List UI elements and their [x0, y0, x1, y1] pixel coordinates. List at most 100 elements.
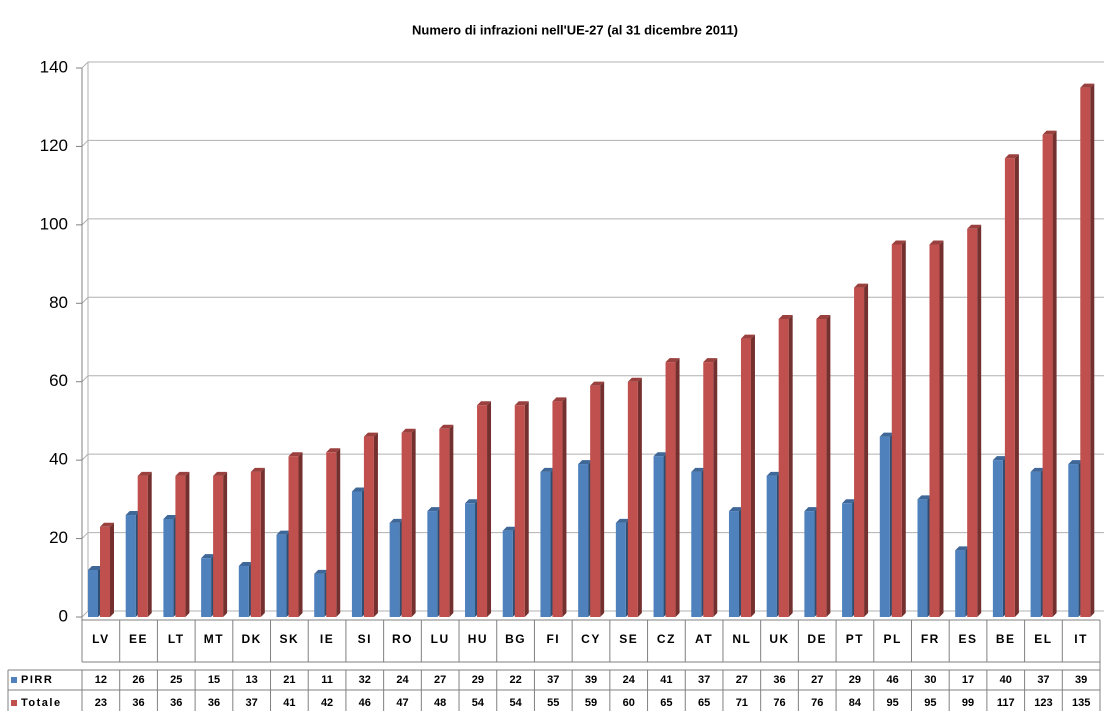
data-table-value: 47 — [396, 697, 408, 709]
bar — [465, 503, 476, 617]
y-tick-label: 140 — [40, 57, 68, 76]
bar — [502, 530, 513, 617]
bar — [213, 475, 224, 617]
bar-top — [955, 546, 970, 551]
bar-top — [201, 554, 216, 559]
data-table-value: 11 — [321, 674, 333, 686]
bar-top — [163, 514, 178, 519]
data-table-value: 26 — [132, 674, 144, 686]
bar-side — [1090, 83, 1095, 618]
x-tick-label: UK — [769, 632, 789, 646]
x-tick-label: DE — [807, 632, 827, 646]
bar-top — [389, 518, 404, 523]
y-tick-label: 0 — [59, 606, 68, 625]
bar — [1004, 158, 1015, 617]
bar — [163, 518, 174, 617]
bar-top — [1004, 154, 1019, 159]
bar — [238, 566, 249, 617]
bar — [88, 569, 98, 617]
data-table-value: 84 — [849, 697, 862, 709]
bar-top — [439, 424, 454, 429]
data-table-value: 54 — [472, 697, 485, 709]
y-tick-label: 20 — [49, 528, 68, 547]
x-tick-label: IE — [320, 632, 334, 646]
bar-side — [675, 358, 680, 617]
bar — [653, 456, 664, 617]
data-table-value: 27 — [434, 674, 446, 686]
bar — [514, 405, 525, 617]
bar-top — [314, 569, 329, 574]
bar-top — [578, 460, 593, 465]
bar — [917, 499, 928, 617]
bar — [540, 471, 551, 617]
data-table-value: 95 — [924, 697, 936, 709]
bar-top — [703, 358, 718, 363]
bar — [1068, 464, 1079, 617]
grid-line — [81, 610, 89, 618]
bar — [778, 318, 789, 617]
bar-side — [864, 283, 869, 617]
data-table-value: 60 — [623, 697, 635, 709]
x-tick-label: SI — [358, 632, 372, 646]
bar — [967, 228, 978, 617]
x-tick-label: RO — [392, 632, 413, 646]
data-table-value: 117 — [997, 697, 1015, 709]
bar-top — [879, 432, 894, 437]
legend-key — [11, 700, 17, 706]
bar-top — [740, 334, 755, 339]
x-tick-label: FR — [921, 632, 940, 646]
bar-top — [238, 562, 253, 567]
bar-side — [487, 401, 492, 617]
bar-top — [891, 240, 906, 245]
bar — [363, 436, 374, 617]
bar-top — [917, 495, 932, 500]
data-table-value: 37 — [698, 674, 710, 686]
data-table-value: 41 — [660, 674, 672, 686]
bar — [891, 244, 902, 617]
x-tick-label: BE — [996, 632, 1016, 646]
x-tick-label: HU — [468, 632, 488, 646]
y-tick-label: 120 — [40, 136, 68, 155]
bar — [992, 460, 1003, 617]
grid-line — [81, 140, 89, 147]
bar-top — [967, 224, 982, 229]
bar-top — [401, 428, 416, 433]
bar — [276, 534, 287, 617]
bar-top — [1068, 460, 1083, 465]
data-table-value: 99 — [962, 697, 974, 709]
bar — [842, 503, 853, 617]
x-tick-label: EL — [1034, 632, 1052, 646]
bar-side — [260, 467, 265, 617]
data-table-value: 59 — [585, 697, 597, 709]
bar-top — [854, 283, 869, 288]
bar-top — [427, 507, 442, 512]
data-table-value: 37 — [1037, 674, 1049, 686]
data-table-value: 23 — [95, 697, 107, 709]
bar-top — [992, 456, 1007, 461]
bar — [201, 558, 212, 617]
data-table-value: 65 — [698, 697, 710, 709]
x-tick-label: NL — [732, 632, 751, 646]
data-table-value: 29 — [849, 674, 861, 686]
bar — [955, 550, 966, 617]
bar-top — [552, 397, 567, 402]
bar-top — [842, 499, 857, 504]
data-table-value: 54 — [509, 697, 522, 709]
data-table-value: 41 — [283, 697, 295, 709]
bar-top — [125, 511, 140, 516]
data-table-value: 21 — [283, 674, 295, 686]
data-table-value: 30 — [924, 674, 936, 686]
x-tick-label: ES — [959, 632, 978, 646]
bar — [615, 522, 626, 617]
data-table-value: 27 — [811, 674, 823, 686]
bar — [439, 428, 450, 617]
bar — [854, 287, 865, 617]
x-tick-label: CZ — [657, 632, 676, 646]
bar-side — [1014, 154, 1019, 617]
data-table-value: 17 — [962, 674, 974, 686]
data-table-value: 65 — [660, 697, 672, 709]
bar-side — [298, 452, 303, 617]
bar-top — [665, 358, 680, 363]
bar-top — [502, 526, 517, 531]
